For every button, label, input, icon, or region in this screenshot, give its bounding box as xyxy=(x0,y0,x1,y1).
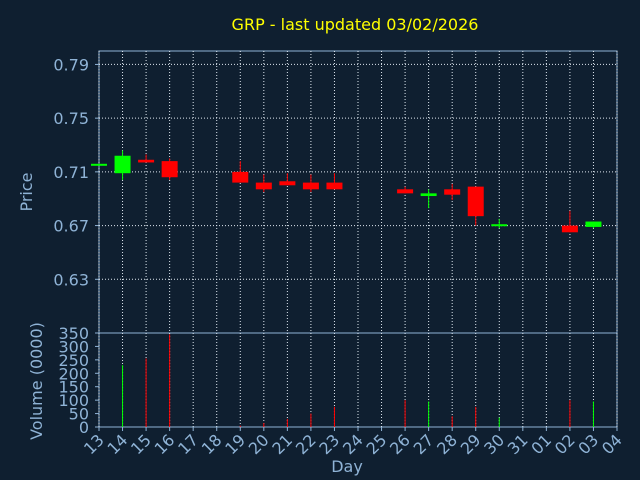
candle-body xyxy=(302,182,319,190)
candle-body xyxy=(467,186,484,217)
candle-body xyxy=(255,182,272,190)
candle-body xyxy=(138,159,155,163)
y-tick-label: 0.67 xyxy=(53,217,89,236)
volume-y-tick-label: 150 xyxy=(58,378,89,397)
y-tick-label: 0.71 xyxy=(53,163,89,182)
volume-y-tick-label: 0 xyxy=(79,418,89,437)
candle-body xyxy=(420,193,437,197)
candle-body xyxy=(491,224,508,227)
candle-body xyxy=(114,155,131,174)
volume-y-tick-label: 100 xyxy=(58,391,89,410)
candle-body xyxy=(91,163,107,166)
volume-y-tick-label: 350 xyxy=(58,324,89,343)
y-tick-label: 0.75 xyxy=(53,109,89,128)
candle-body xyxy=(161,161,178,178)
y-tick-label: 0.79 xyxy=(53,55,89,74)
volume-axis-label: Volume (0000) xyxy=(27,322,46,440)
candle-body xyxy=(561,225,578,233)
y-axis-label: Price xyxy=(17,172,36,211)
candle-body xyxy=(444,189,461,195)
candle-body xyxy=(326,182,343,190)
volume-y-tick-label: 200 xyxy=(58,364,89,383)
candle-body xyxy=(232,171,249,183)
volume-y-tick-label: 300 xyxy=(58,337,89,356)
candle-body xyxy=(397,189,414,194)
candle-body xyxy=(279,181,296,186)
volume-y-tick-label: 250 xyxy=(58,351,89,370)
x-axis-label: Day xyxy=(331,457,363,476)
volume-y-tick-label: 50 xyxy=(69,405,89,424)
y-tick-label: 0.63 xyxy=(53,270,89,289)
chart-title: GRP - last updated 03/02/2026 xyxy=(232,15,479,34)
candle-body xyxy=(585,221,602,227)
